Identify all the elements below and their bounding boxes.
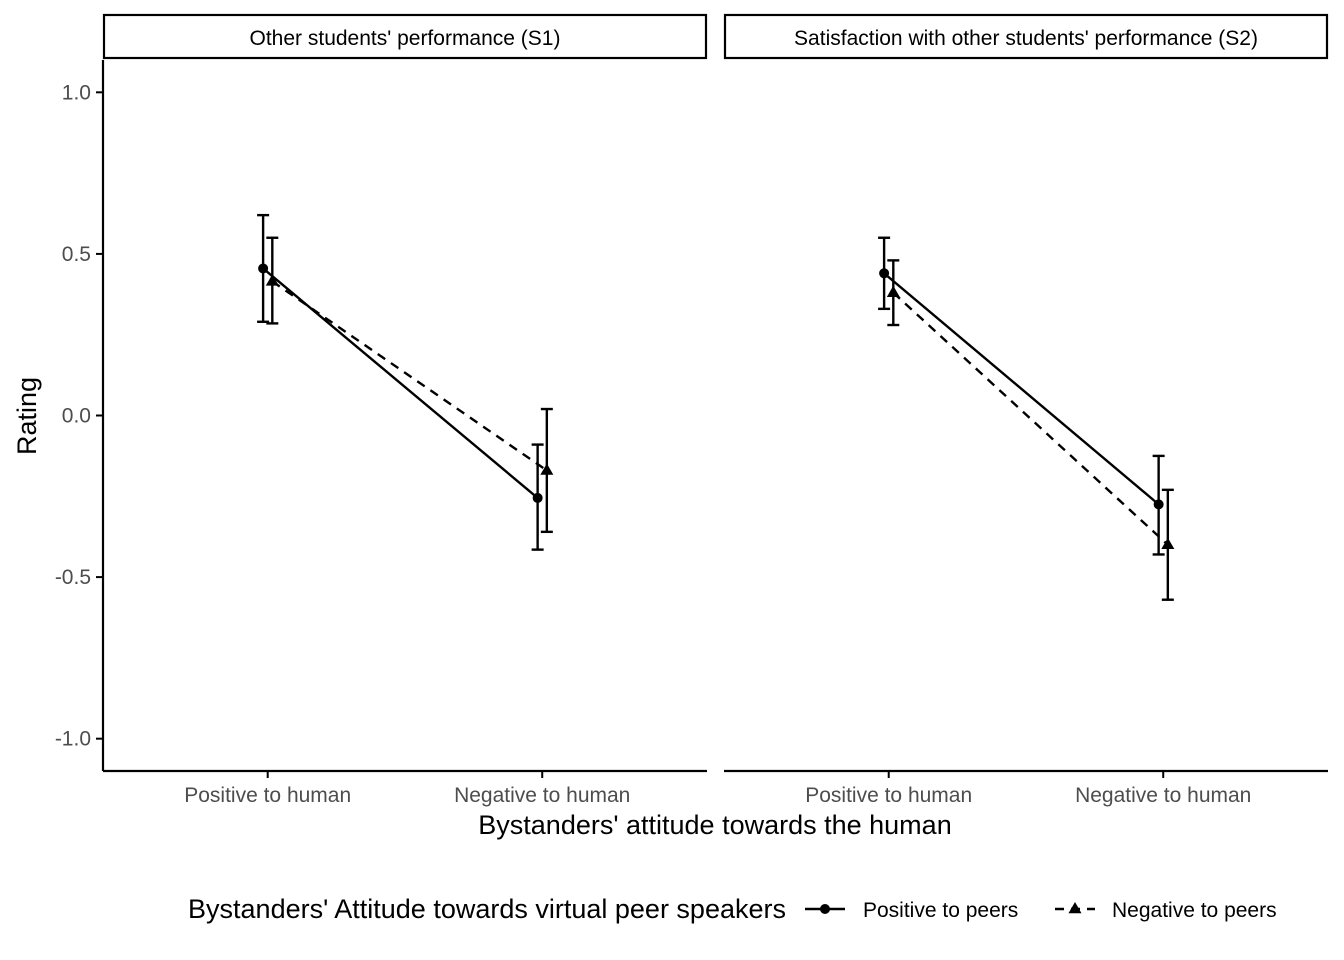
series-triangle-2	[886, 259, 1175, 601]
legend: Bystanders' Attitude towards virtual pee…	[188, 894, 1277, 924]
legend-key-triangle	[1068, 902, 1082, 914]
series-triangle-1	[265, 236, 554, 534]
facet-panel-2: Satisfaction with other students' perfor…	[723, 13, 1329, 807]
y-tick-label: 1.0	[62, 81, 91, 104]
data-point-circle	[879, 268, 890, 279]
data-point-triangle	[886, 285, 900, 297]
series-line	[892, 291, 1169, 546]
series-line	[262, 267, 539, 499]
x-axis-title: Bystanders' attitude towards the human	[478, 810, 951, 840]
y-tick-label: -1.0	[55, 728, 91, 751]
facets-layer: Other students' performance (S1) Positive…	[55, 13, 1329, 807]
series-line	[883, 272, 1160, 506]
legend-label: Negative to peers	[1112, 899, 1277, 922]
data-point-circle	[258, 263, 269, 274]
data-point-triangle	[1161, 537, 1175, 550]
legend-key-1: Positive to peers	[805, 899, 1018, 922]
facet-panel-1: Other students' performance (S1) Positive…	[55, 13, 708, 807]
x-tick-label: Negative to human	[454, 784, 630, 807]
data-point-triangle	[540, 463, 554, 475]
facet-strip-box	[102, 13, 708, 60]
legend-keys: Positive to peers Negative to peers	[805, 899, 1277, 922]
x-tick-label: Positive to human	[805, 784, 972, 807]
y-tick-label: 0.0	[62, 405, 91, 428]
y-axis-title: Rating	[12, 377, 42, 455]
series-line	[271, 280, 548, 472]
facet-strip-title: Other students' performance (S1)	[250, 27, 561, 50]
data-point-circle	[1153, 499, 1164, 510]
legend-label: Positive to peers	[863, 899, 1018, 922]
series-circle-2	[878, 236, 1165, 556]
series-circle-1	[257, 213, 544, 551]
legend-title: Bystanders' Attitude towards virtual pee…	[188, 894, 786, 924]
data-point-circle	[532, 492, 543, 503]
legend-key-circle	[820, 904, 830, 914]
facet-strip-box	[723, 13, 1329, 60]
data-point-triangle	[265, 274, 279, 286]
y-tick-label: -0.5	[55, 566, 91, 589]
x-tick-label: Positive to human	[184, 784, 351, 807]
y-tick-label: 0.5	[62, 243, 91, 266]
legend-key-2: Negative to peers	[1055, 899, 1277, 922]
facet-strip-title: Satisfaction with other students' perfor…	[794, 27, 1258, 50]
x-tick-label: Negative to human	[1075, 784, 1251, 807]
